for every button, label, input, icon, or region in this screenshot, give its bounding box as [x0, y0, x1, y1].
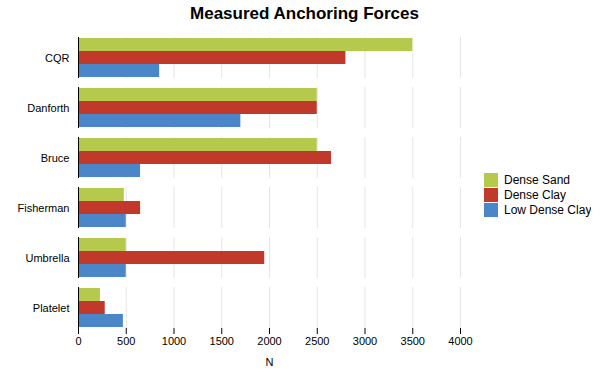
- svg-text:Fisherman: Fisherman: [18, 202, 70, 214]
- svg-text:3500: 3500: [401, 335, 425, 347]
- svg-text:500: 500: [117, 335, 135, 347]
- svg-text:Danforth: Danforth: [27, 102, 69, 114]
- svg-text:Umbrella: Umbrella: [25, 252, 70, 264]
- svg-text:2500: 2500: [305, 335, 329, 347]
- svg-text:Platelet: Platelet: [33, 302, 70, 314]
- svg-text:0: 0: [75, 335, 81, 347]
- svg-text:3000: 3000: [353, 335, 377, 347]
- html-text:Low Dense Clay: Low Dense Clay: [504, 202, 592, 217]
- svg-text:CQR: CQR: [45, 52, 70, 64]
- svg-text:N: N: [266, 356, 274, 368]
- svg-text:1500: 1500: [210, 335, 234, 347]
- svg-text:1000: 1000: [162, 335, 186, 347]
- svg-text:Bruce: Bruce: [41, 152, 70, 164]
- svg-text:4000: 4000: [448, 335, 472, 347]
- html-text:Dense Sand: Dense Sand: [504, 172, 570, 187]
- html-text:Measured Anchoring Forces: Measured Anchoring Forces: [190, 4, 419, 23]
- svg-text:2000: 2000: [257, 335, 281, 347]
- html-text:Dense Clay: Dense Clay: [504, 187, 566, 202]
